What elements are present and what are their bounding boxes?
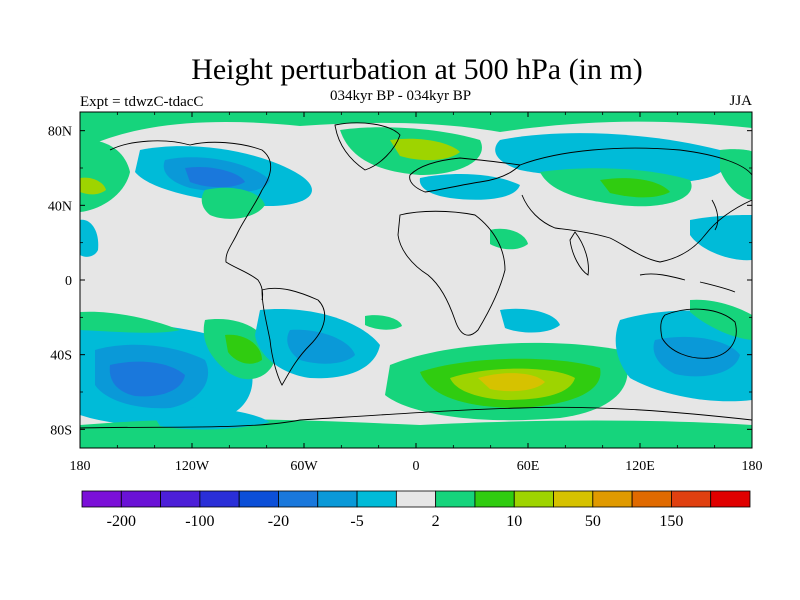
coast-greenland [334, 122, 401, 171]
colorbar-swatch [710, 490, 751, 508]
experiment-label: Expt = tdwzC-tdacC [80, 94, 204, 110]
colorbar-swatch [513, 490, 554, 508]
colorbar-label: 50 [585, 513, 601, 530]
coast-asia [519, 147, 752, 263]
contour-tropics-blue-2 [690, 214, 752, 261]
lat-tick-label: 40S [50, 349, 72, 364]
contour-sh-pacific-green [80, 311, 180, 333]
colorbar-label: 10 [506, 513, 522, 530]
contour-nh-deepblue [185, 166, 245, 188]
coastlines [80, 122, 752, 429]
contour-na-green [201, 187, 265, 219]
period-label: 034kyr BP - 034kyr BP [330, 88, 472, 104]
colorbar-swatch [317, 490, 358, 508]
colorbar-swatch [160, 490, 201, 508]
contour-east-pacific-green [720, 149, 752, 200]
colorbar-swatch [435, 490, 476, 508]
colorbar-swatch [356, 490, 397, 508]
colorbar-swatch [671, 490, 712, 508]
coast-indonesia [639, 273, 736, 293]
coast-australia [660, 308, 737, 359]
contour-sh-sa-lime [225, 334, 262, 364]
contour-sh-indian-blue [500, 308, 560, 333]
lon-tick-label: 120W [175, 459, 210, 474]
colorbar-swatch [278, 490, 319, 508]
colorbar-label: 150 [659, 513, 683, 530]
lat-tick-label: 80N [48, 125, 72, 140]
colorbar-swatch [474, 490, 515, 508]
contour-fields [80, 112, 752, 448]
lat-axis: 80N 40N 0 40S 80S [48, 125, 752, 438]
season-label: JJA [729, 93, 752, 109]
coast-south-america [261, 287, 326, 386]
lon-tick-label: 60E [517, 459, 540, 474]
coast-antarctica [80, 406, 752, 429]
colorbar-label: -200 [107, 513, 136, 530]
contour-tropics-blue-1 [80, 219, 99, 257]
contour-sh-atlantic-green [365, 315, 402, 330]
coast-india [569, 231, 589, 276]
lat-tick-label: 0 [65, 274, 72, 289]
colorbar-swatch [395, 490, 437, 508]
colorbar-labels: -200 -100 -20 -5 2 10 50 150 [107, 513, 684, 530]
contour-pacific-lime [80, 177, 106, 195]
contour-greenland-lime [390, 138, 460, 161]
lon-tick-label: 180 [70, 459, 91, 474]
colorbar-label: -5 [350, 513, 363, 530]
coast-europe [409, 157, 521, 193]
colorbar-swatch [238, 490, 279, 508]
lon-tick-label: 60W [290, 459, 318, 474]
lat-tick-label: 80S [50, 423, 72, 438]
chart-title: Height perturbation at 500 hPa (in m) [191, 53, 643, 86]
colorbar-swatch [631, 490, 672, 508]
coast-africa [397, 210, 506, 336]
lon-tick-label: 180 [742, 459, 763, 474]
colorbar-label: 2 [432, 513, 440, 530]
contour-europe-blue [419, 174, 520, 200]
contour-sh-australia-deep [653, 336, 740, 377]
contour-sh-atlantic-deep [287, 329, 355, 364]
lon-axis: 180 120W 60W 0 60E 120E 180 [70, 112, 763, 474]
colorbar-swatch [592, 490, 633, 508]
contour-antarctic-green [80, 419, 752, 448]
coast-north-america [109, 140, 272, 301]
lat-tick-label: 40N [48, 199, 72, 214]
contour-sh-pacific-deepest [109, 361, 185, 397]
colorbar-swatch [120, 490, 161, 508]
colorbar-swatch [199, 490, 240, 508]
contour-siberia-lime [600, 178, 670, 198]
colorbar-swatch [553, 490, 594, 508]
lon-tick-label: 120E [625, 459, 655, 474]
colorbar-swatch [81, 490, 122, 508]
lon-tick-label: 0 [413, 459, 420, 474]
colorbar-label: -100 [185, 513, 214, 530]
coast-japan [711, 199, 719, 231]
contour-siberia-blue [495, 133, 728, 182]
contour-arctic-green [80, 112, 752, 150]
contour-sh-indian-gold [478, 373, 545, 392]
colorbar-label: -20 [268, 513, 289, 530]
contour-antarctic-blue [150, 407, 270, 430]
colorbar [81, 490, 751, 508]
